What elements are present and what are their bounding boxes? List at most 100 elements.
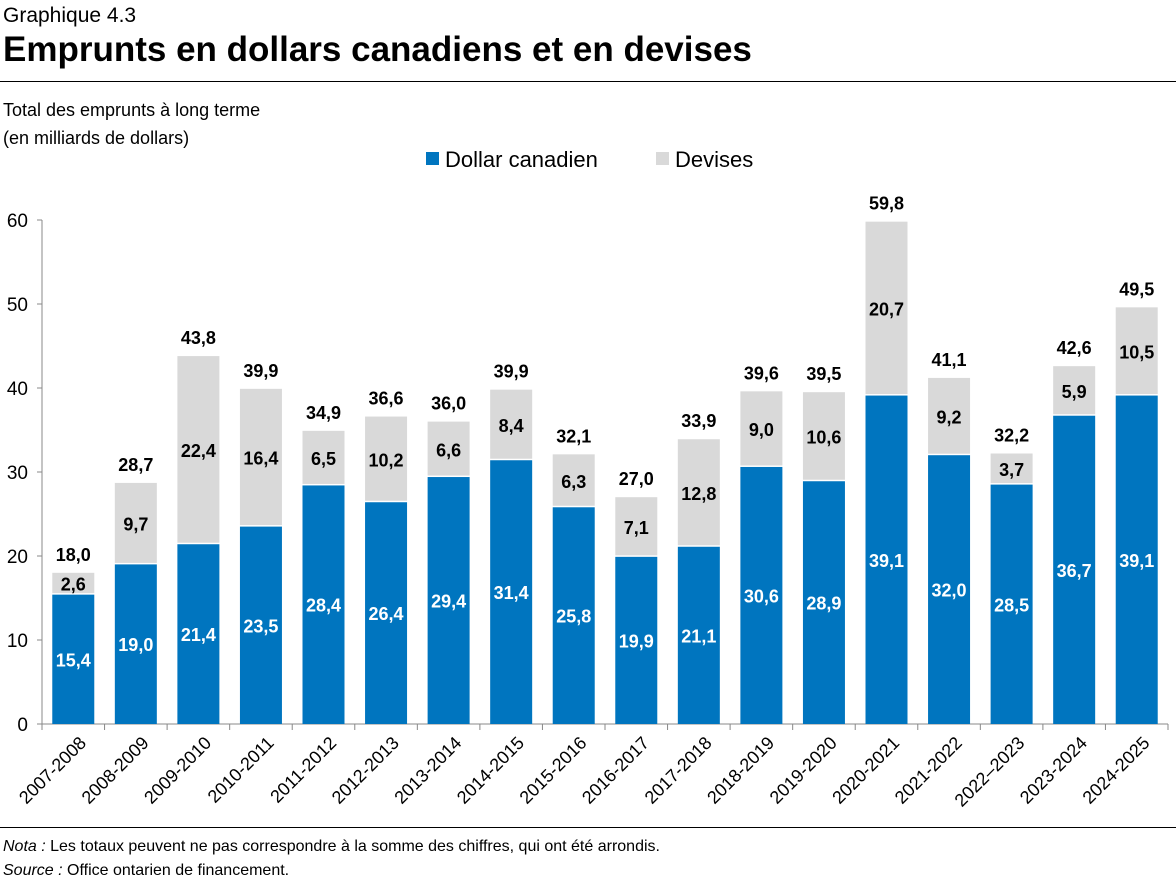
data-label-dollar-canadien: 19,9 bbox=[619, 631, 654, 651]
x-tick-label: 2024-2025 bbox=[1079, 733, 1154, 808]
legend-label-1: Devises bbox=[675, 147, 753, 172]
y-tick-label: 40 bbox=[7, 379, 28, 400]
data-label-dollar-canadien: 28,9 bbox=[806, 594, 841, 614]
data-label-total: 39,6 bbox=[744, 363, 779, 383]
bar-dollar-canadien bbox=[990, 484, 1033, 724]
data-label-total: 34,9 bbox=[306, 403, 341, 423]
bar-devises bbox=[802, 392, 845, 480]
bar-devises bbox=[990, 453, 1033, 484]
data-label-devises: 6,6 bbox=[436, 440, 461, 460]
data-label-total: 39,9 bbox=[494, 362, 529, 382]
x-tick-label: 2016-2017 bbox=[578, 733, 653, 808]
data-label-total: 27,0 bbox=[619, 469, 654, 489]
data-label-total: 33,9 bbox=[681, 411, 716, 431]
data-label-dollar-canadien: 15,4 bbox=[56, 650, 91, 670]
footnote: Nota : Les totaux peuvent ne pas corresp… bbox=[3, 838, 660, 856]
bar-devises bbox=[928, 377, 971, 454]
data-label-total: 36,6 bbox=[369, 389, 404, 409]
bar-dollar-canadien bbox=[490, 460, 533, 724]
source-text: Office ontarien de financement. bbox=[62, 862, 290, 879]
data-label-dollar-canadien: 32,0 bbox=[932, 581, 967, 601]
data-label-total: 42,6 bbox=[1057, 338, 1092, 358]
x-tick-label: 2014-2015 bbox=[453, 733, 528, 808]
data-label-devises: 10,2 bbox=[369, 450, 404, 470]
data-label-total: 32,1 bbox=[556, 426, 591, 446]
data-label-devises: 3,7 bbox=[999, 460, 1024, 480]
data-label-devises: 9,0 bbox=[749, 420, 774, 440]
x-tick-label: 2017-2018 bbox=[641, 733, 716, 808]
data-label-total: 41,1 bbox=[932, 350, 967, 370]
data-label-devises: 7,1 bbox=[624, 518, 649, 538]
data-label-dollar-canadien: 26,4 bbox=[369, 604, 404, 624]
data-label-total: 18,0 bbox=[56, 545, 91, 565]
bar-dollar-canadien bbox=[865, 395, 908, 724]
x-tick-label: 2019-2020 bbox=[766, 733, 841, 808]
bar-dollar-canadien bbox=[677, 546, 720, 724]
y-tick-label: 30 bbox=[7, 463, 28, 484]
y-tick-label: 60 bbox=[7, 211, 28, 232]
legend-swatch-0 bbox=[426, 152, 439, 165]
data-label-devises: 5,9 bbox=[1062, 382, 1087, 402]
data-label-devises: 20,7 bbox=[869, 300, 904, 320]
y-tick-label: 10 bbox=[7, 631, 28, 652]
bar-dollar-canadien bbox=[177, 544, 220, 724]
footer-divider bbox=[0, 827, 1176, 828]
note-label: Nota : bbox=[3, 838, 46, 855]
bar-dollar-canadien bbox=[615, 556, 658, 724]
bar-dollar-canadien bbox=[427, 477, 470, 724]
data-label-dollar-canadien: 21,1 bbox=[681, 626, 716, 646]
x-tick-label: 2018-2019 bbox=[703, 733, 778, 808]
data-label-devises: 16,4 bbox=[243, 449, 278, 469]
data-label-total: 39,9 bbox=[243, 361, 278, 381]
bar-dollar-canadien bbox=[239, 526, 282, 724]
data-label-total: 28,7 bbox=[118, 455, 153, 475]
bar-dollar-canadien bbox=[52, 594, 95, 724]
bar-dollar-canadien bbox=[302, 485, 345, 724]
bar-devises bbox=[427, 421, 470, 476]
x-tick-label: 2012-2013 bbox=[328, 733, 403, 808]
x-tick-label: 2008-2009 bbox=[78, 733, 153, 808]
bar-devises bbox=[490, 389, 533, 459]
data-label-dollar-canadien: 30,6 bbox=[744, 586, 779, 606]
x-tick-label: 2010-2011 bbox=[204, 733, 278, 807]
y-tick-label: 50 bbox=[7, 295, 28, 316]
data-label-total: 39,5 bbox=[806, 364, 841, 384]
data-label-devises: 6,5 bbox=[311, 449, 336, 469]
bar-devises bbox=[677, 439, 720, 546]
data-label-dollar-canadien: 21,4 bbox=[181, 625, 216, 645]
data-label-devises: 9,7 bbox=[123, 515, 148, 535]
y-tick-label: 0 bbox=[17, 715, 28, 736]
bar-devises bbox=[52, 572, 95, 594]
legend-label-0: Dollar canadien bbox=[445, 147, 598, 172]
data-label-total: 43,8 bbox=[181, 328, 216, 348]
legend-swatch-1 bbox=[656, 152, 669, 165]
data-label-devises: 2,6 bbox=[61, 575, 86, 595]
bar-dollar-canadien bbox=[928, 455, 971, 724]
data-label-devises: 8,4 bbox=[499, 416, 524, 436]
data-label-devises: 10,5 bbox=[1119, 342, 1154, 362]
x-tick-label: 2013-2014 bbox=[390, 733, 465, 808]
data-label-dollar-canadien: 28,4 bbox=[306, 596, 341, 616]
data-label-dollar-canadien: 28,5 bbox=[994, 595, 1029, 615]
bar-dollar-canadien bbox=[114, 564, 157, 724]
x-tick-label: 2015-2016 bbox=[516, 733, 591, 808]
chart-title: Emprunts en dollars canadiens et en devi… bbox=[3, 30, 752, 69]
bar-devises bbox=[365, 416, 408, 501]
data-label-dollar-canadien: 29,4 bbox=[431, 592, 466, 612]
y-tick-label: 20 bbox=[7, 547, 28, 568]
data-label-total: 36,0 bbox=[431, 394, 466, 414]
note-text: Les totaux peuvent ne pas correspondre à… bbox=[45, 838, 660, 855]
source-label: Source : bbox=[3, 862, 63, 879]
data-label-dollar-canadien: 39,1 bbox=[869, 551, 904, 571]
data-label-dollar-canadien: 31,4 bbox=[494, 583, 529, 603]
data-label-total: 49,5 bbox=[1119, 279, 1154, 299]
data-label-dollar-canadien: 19,0 bbox=[118, 635, 153, 655]
data-label-devises: 12,8 bbox=[681, 484, 716, 504]
x-tick-label: 2023-2024 bbox=[1016, 733, 1091, 808]
bar-dollar-canadien bbox=[1115, 395, 1158, 724]
bar-devises bbox=[740, 391, 783, 466]
data-label-total: 32,2 bbox=[994, 426, 1029, 446]
source: Source : Office ontarien de financement. bbox=[3, 862, 289, 880]
